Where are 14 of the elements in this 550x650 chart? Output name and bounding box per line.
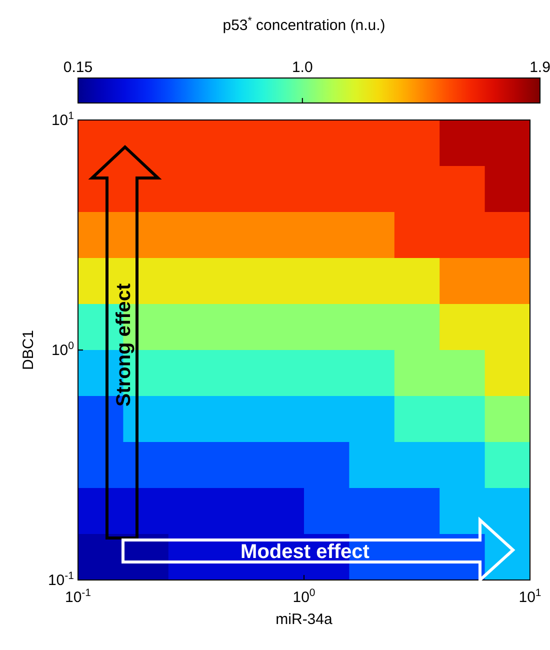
- color-bar-label: 1.9: [530, 59, 550, 76]
- color-bar-label: 1.0: [292, 59, 313, 76]
- color-bar-title: p53$^{*}$ concentration (n.u.): [222, 15, 386, 34]
- y-tick-label: 10$^{1}$: [51, 110, 74, 129]
- x-tick-label: 10$^{0}$: [292, 587, 316, 606]
- x-axis-title: miR-34a: [276, 611, 333, 628]
- x-tick-label: 10$^{1}$: [518, 587, 542, 606]
- y-tick-label: 10$^{0}$: [51, 340, 74, 359]
- annotation: Modest effect: [240, 541, 370, 563]
- annotation: Strong effect: [113, 282, 135, 407]
- x-tick-label: 10$^{-1}$: [64, 587, 92, 606]
- y-axis-title: DBC1: [20, 330, 37, 370]
- color-bar-label: 0.15: [63, 59, 93, 76]
- y-tick-label: 10$^{-1}$: [48, 570, 74, 589]
